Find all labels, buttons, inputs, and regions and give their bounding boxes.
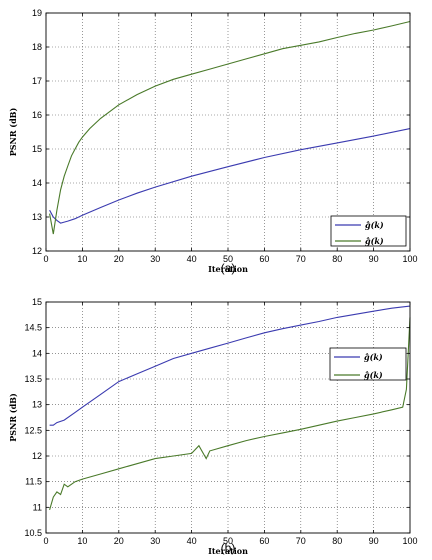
chart-panel-a: 0 10 20 30 40 50 60 70 80 90 100 12 13 14 15 16 17 18 19 It… bbox=[8, 8, 418, 275]
legend: ĝ(k) ĝ(k) bbox=[330, 215, 407, 247]
x-tick-label: 40 bbox=[187, 254, 197, 264]
y-tick-label: 17 bbox=[32, 76, 42, 86]
legend-label-2: ĝ(k) bbox=[364, 370, 383, 380]
y-tick-label: 13 bbox=[32, 212, 42, 222]
x-tick-label: 20 bbox=[114, 254, 124, 264]
x-tick-label: 70 bbox=[296, 536, 306, 546]
x-tick-label: 60 bbox=[259, 536, 269, 546]
series-line-1 bbox=[49, 305, 411, 426]
y-tick-label: 15 bbox=[32, 297, 42, 307]
y-tick-label: 11 bbox=[33, 502, 42, 512]
y-tick-label: 19 bbox=[32, 8, 42, 18]
series-line-2 bbox=[49, 317, 411, 511]
y-tick-label: 12.5 bbox=[24, 425, 42, 435]
x-tick-label: 90 bbox=[369, 536, 379, 546]
x-tick-label: 80 bbox=[332, 536, 342, 546]
x-tick-label: 10 bbox=[77, 254, 87, 264]
legend-label-1: ĝ(k) bbox=[364, 352, 383, 362]
series-line-1 bbox=[49, 128, 411, 224]
x-tick-label: 20 bbox=[114, 536, 124, 546]
panel-caption: (b) bbox=[221, 541, 236, 555]
x-tick-label: 10 bbox=[77, 536, 87, 546]
y-tick-label: 18 bbox=[32, 42, 42, 52]
x-tick-label: 30 bbox=[150, 254, 160, 264]
series-line-2 bbox=[49, 20, 411, 235]
y-tick-label: 12 bbox=[32, 246, 42, 256]
legend-label-2: ĝ(k) bbox=[365, 236, 384, 246]
x-tick-label: 80 bbox=[332, 254, 342, 264]
y-tick-label: 14.5 bbox=[24, 323, 42, 333]
y-axis-label: PSNR (dB) bbox=[8, 393, 18, 442]
y-tick-label: 11.5 bbox=[25, 477, 42, 487]
x-tick-label: 50 bbox=[223, 254, 233, 264]
plot-area bbox=[46, 13, 410, 251]
y-tick-label: 13 bbox=[32, 400, 42, 410]
panel-caption: (a) bbox=[221, 261, 236, 275]
y-tick-label: 15 bbox=[32, 144, 42, 154]
x-tick-label: 0 bbox=[43, 254, 48, 264]
x-tick-label: 100 bbox=[402, 536, 417, 546]
x-tick-label: 40 bbox=[187, 536, 197, 546]
x-tick-label: 90 bbox=[369, 254, 379, 264]
x-tick-label: 100 bbox=[402, 254, 417, 264]
y-tick-label: 16 bbox=[32, 110, 42, 120]
x-axis-label: Iteration bbox=[208, 264, 248, 274]
chart-panel-b: 0 10 20 30 40 50 60 70 80 90 100 10.5 11 11.5 12 12.5 13… bbox=[8, 297, 418, 556]
x-tick-label: 0 bbox=[43, 536, 48, 546]
legend-label-1: ĝ(k) bbox=[365, 220, 384, 230]
y-tick-label: 13.5 bbox=[24, 374, 42, 384]
y-tick-label: 12 bbox=[32, 451, 42, 461]
x-tick-label: 60 bbox=[259, 254, 269, 264]
y-axis-label: PSNR (dB) bbox=[8, 108, 18, 157]
x-tick-label: 70 bbox=[296, 254, 306, 264]
y-tick-label: 14 bbox=[32, 348, 42, 358]
x-axis-label: Iteration bbox=[208, 546, 248, 556]
y-tick-label: 14 bbox=[32, 178, 42, 188]
y-tick-label: 10.5 bbox=[24, 528, 42, 538]
x-tick-label: 50 bbox=[223, 536, 233, 546]
legend: ĝ(k) ĝ(k) bbox=[329, 347, 407, 381]
x-tick-label: 30 bbox=[150, 536, 160, 546]
